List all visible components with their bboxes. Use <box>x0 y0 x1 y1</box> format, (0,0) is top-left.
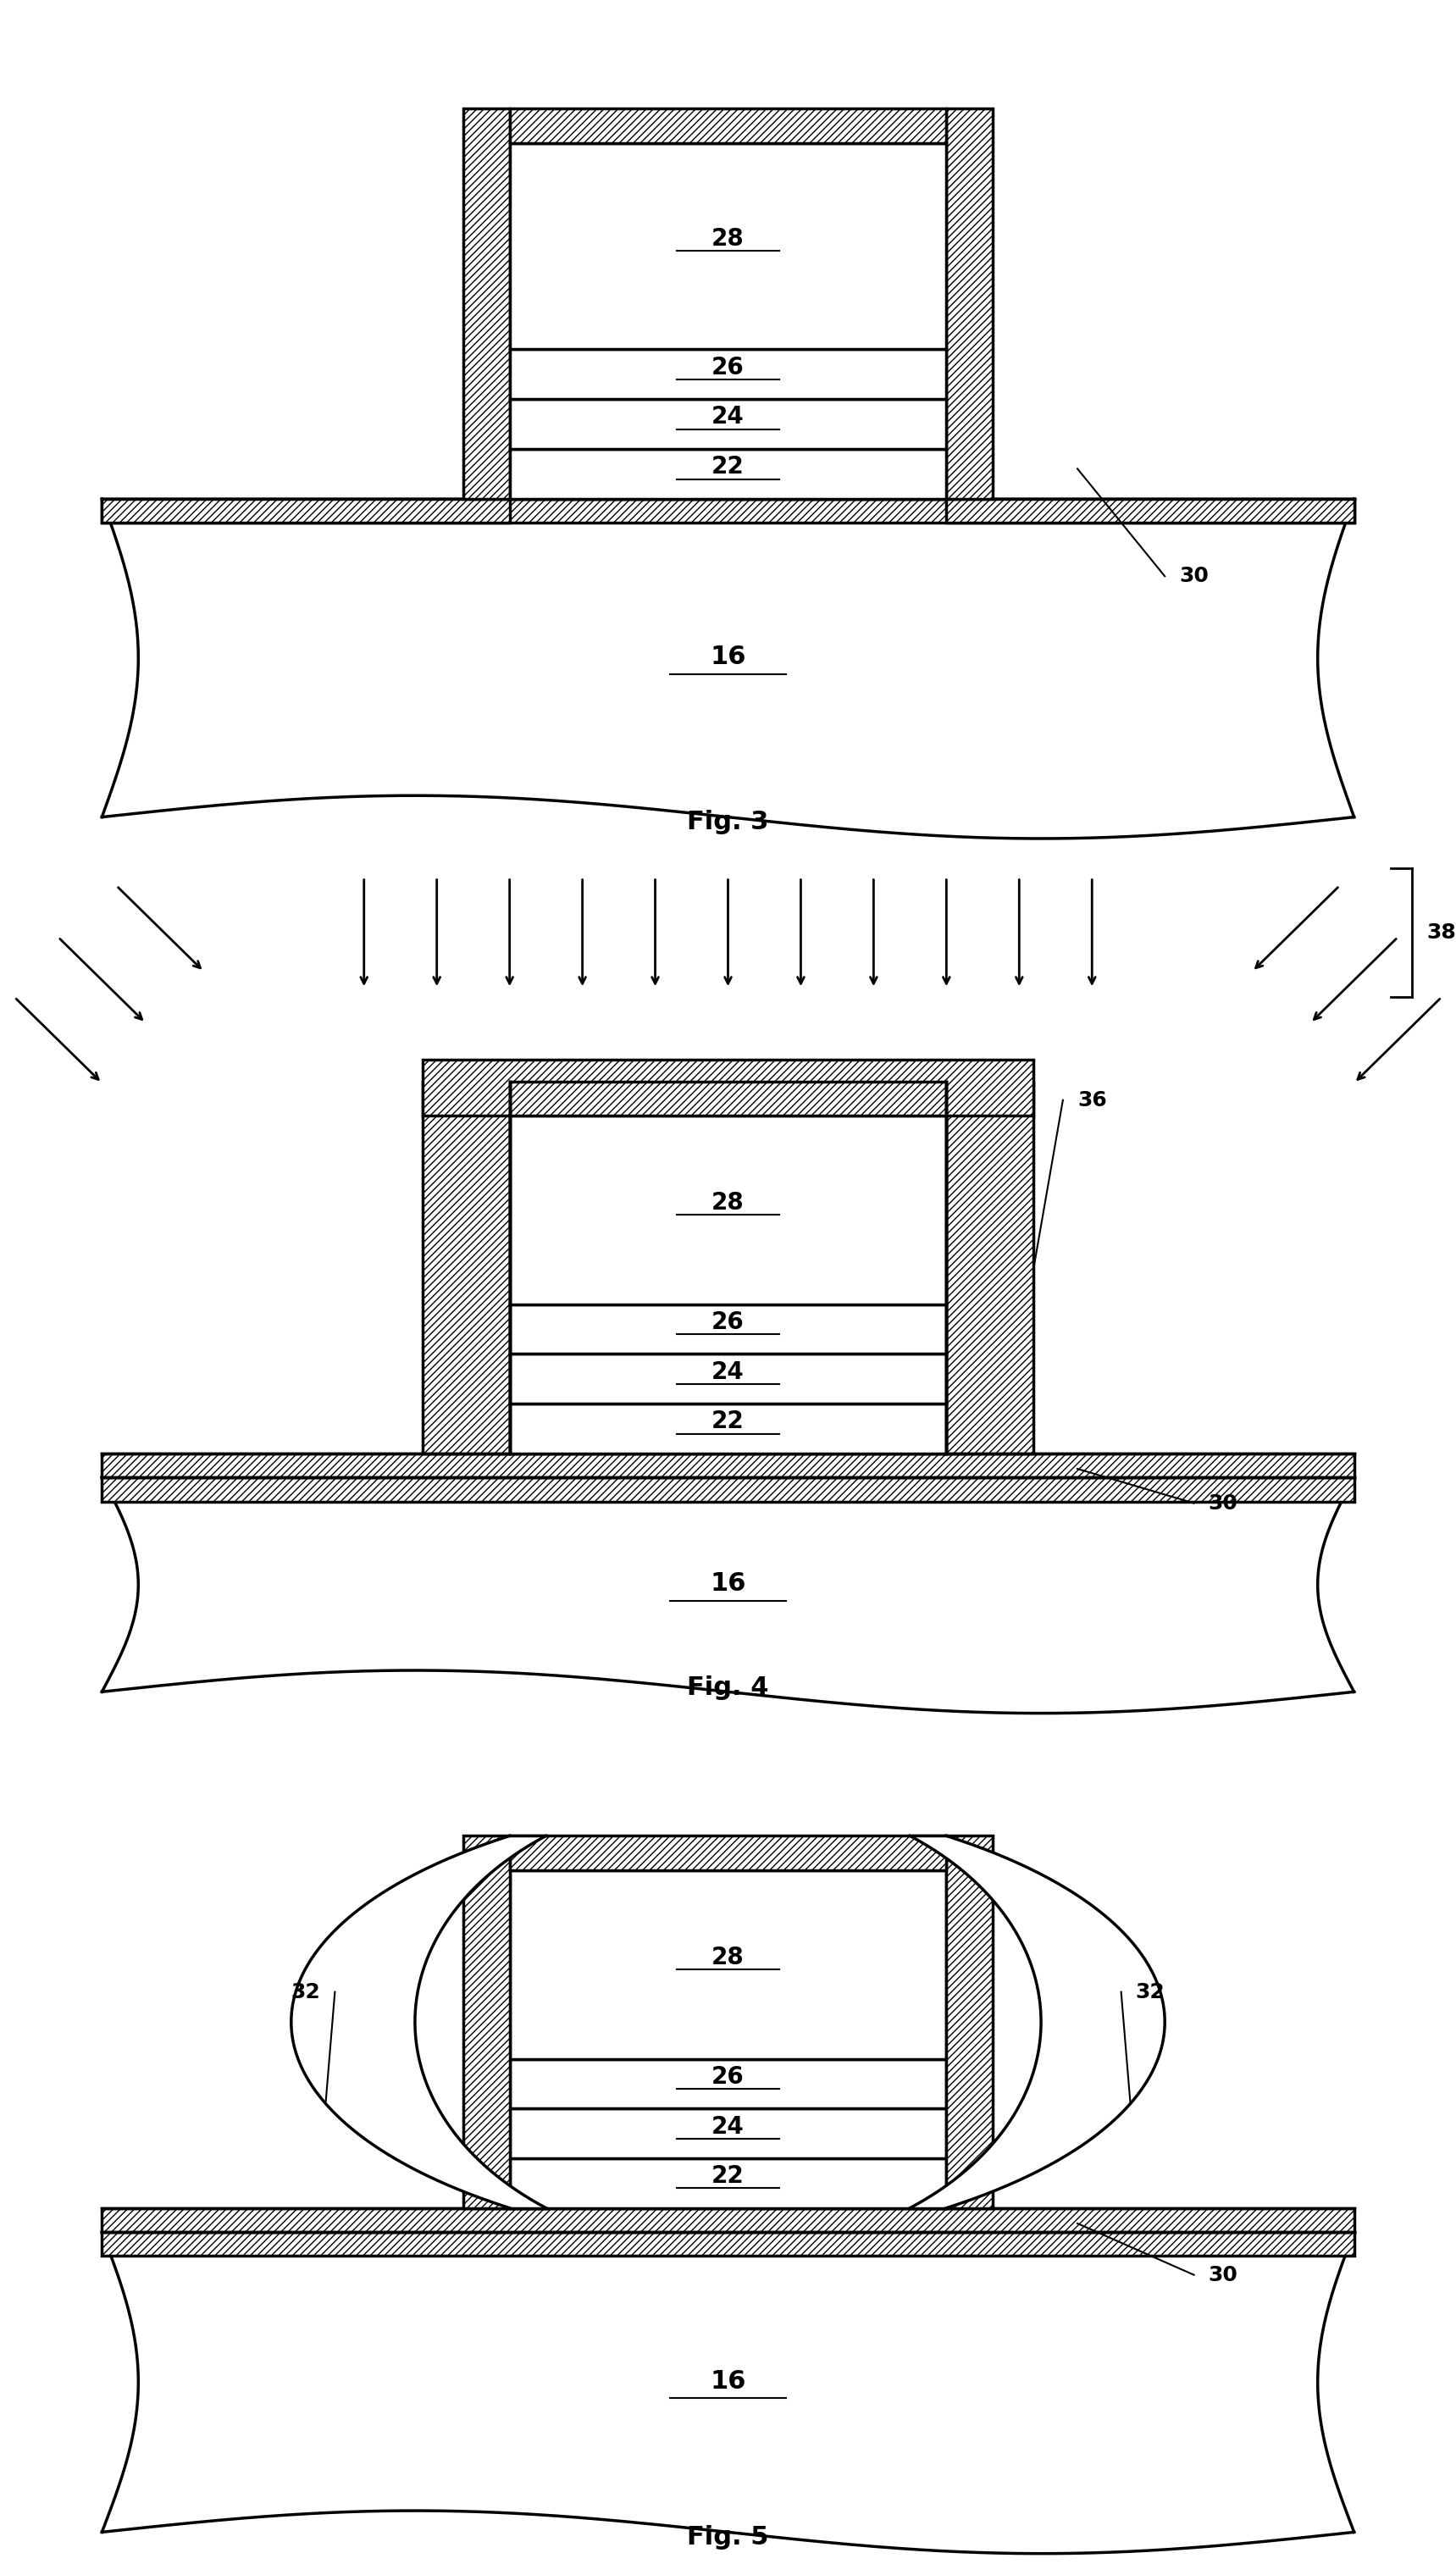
Text: 16: 16 <box>711 2369 745 2395</box>
Text: 24: 24 <box>712 404 744 430</box>
Bar <box>946 500 1354 523</box>
Bar <box>102 500 1354 523</box>
Text: 28: 28 <box>712 227 744 250</box>
Polygon shape <box>102 500 1354 839</box>
Bar <box>102 2207 1354 2233</box>
Bar <box>102 1452 1354 1478</box>
Text: 22: 22 <box>712 2166 744 2189</box>
Bar <box>510 108 946 142</box>
Bar <box>510 2158 946 2207</box>
Bar <box>102 2233 1354 2256</box>
Bar <box>463 1836 510 2207</box>
Text: 26: 26 <box>712 355 744 379</box>
Text: 22: 22 <box>712 1411 744 1434</box>
Text: 16: 16 <box>711 1571 745 1596</box>
Bar <box>510 142 946 350</box>
Bar <box>463 108 510 500</box>
Bar <box>510 2060 946 2109</box>
Bar <box>422 1082 510 1452</box>
Bar <box>510 350 946 399</box>
Bar <box>510 2109 946 2158</box>
Text: 22: 22 <box>712 456 744 479</box>
Text: 24: 24 <box>712 1360 744 1383</box>
Text: 28: 28 <box>712 1947 744 1970</box>
Polygon shape <box>102 1478 1354 1712</box>
Bar <box>510 448 946 500</box>
Bar <box>946 1082 1034 1452</box>
Bar <box>102 500 510 523</box>
Bar <box>422 1061 1034 1115</box>
Bar <box>510 1303 946 1354</box>
Text: 32: 32 <box>1136 1983 1165 2003</box>
Text: Fig. 5: Fig. 5 <box>687 2524 769 2549</box>
Text: 24: 24 <box>712 2114 744 2137</box>
Bar <box>510 1836 946 1869</box>
Polygon shape <box>910 1836 1165 2207</box>
Bar <box>946 1836 993 2207</box>
Bar <box>946 108 993 500</box>
Text: 30: 30 <box>1208 1493 1238 1514</box>
Bar <box>102 1478 1354 1501</box>
Bar <box>510 1354 946 1403</box>
Text: 16: 16 <box>711 644 745 670</box>
Text: 26: 26 <box>712 1311 744 1334</box>
Bar <box>510 1869 946 2060</box>
Bar <box>510 1082 946 1115</box>
Text: 38: 38 <box>1427 922 1456 942</box>
Bar <box>510 1403 946 1452</box>
Text: 30: 30 <box>1179 566 1208 587</box>
Text: 32: 32 <box>291 1983 320 2003</box>
Text: Fig. 4: Fig. 4 <box>687 1676 769 1700</box>
Bar <box>510 1115 946 1303</box>
Text: 26: 26 <box>712 2065 744 2088</box>
Bar <box>510 399 946 448</box>
Text: 28: 28 <box>712 1192 744 1215</box>
Text: 36: 36 <box>1077 1089 1107 1110</box>
Text: Fig. 3: Fig. 3 <box>687 809 769 834</box>
Text: 30: 30 <box>1208 2266 1238 2284</box>
Polygon shape <box>291 1836 546 2207</box>
Polygon shape <box>102 2233 1354 2554</box>
